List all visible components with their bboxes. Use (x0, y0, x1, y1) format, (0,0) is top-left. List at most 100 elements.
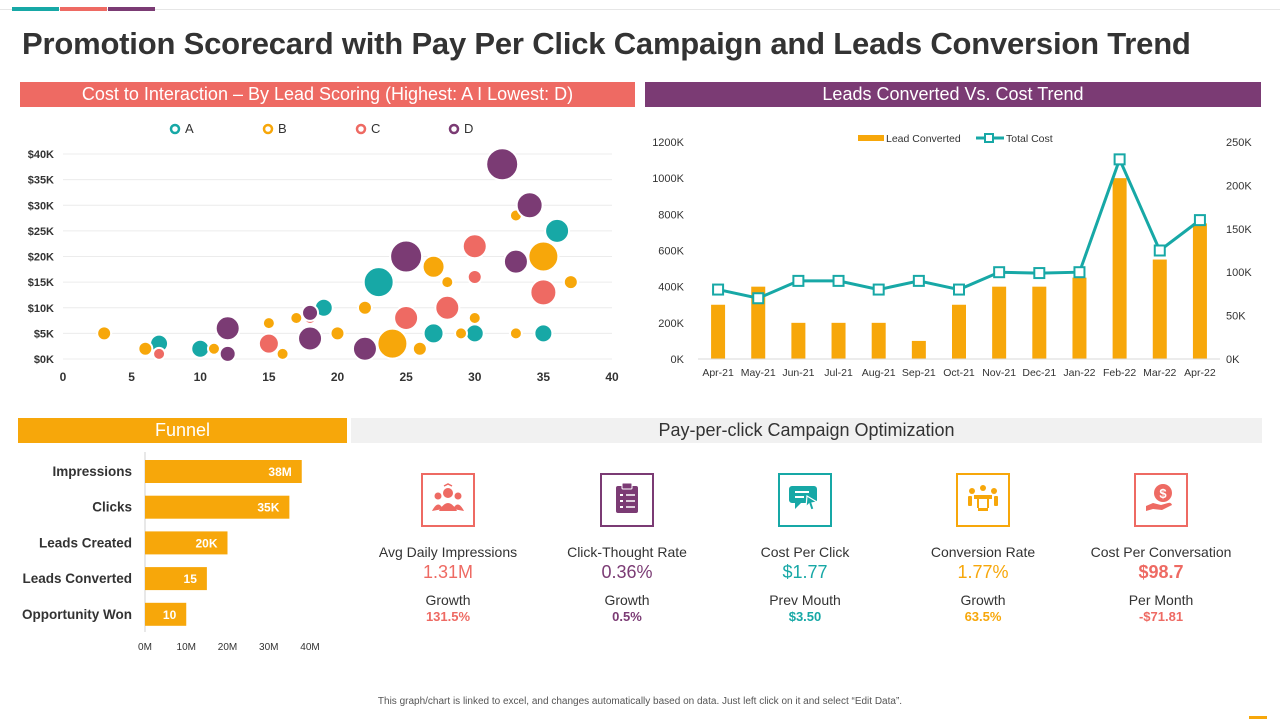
bubble-a (422, 322, 445, 345)
y-left-tick-label: 0K (671, 354, 685, 366)
bubble-a (362, 266, 395, 299)
money-hand-icon: $ (1144, 482, 1178, 519)
x-tick-label: 25 (399, 370, 413, 384)
y-right-tick-label: 100K (1226, 267, 1252, 279)
x-tick-label: Nov-21 (982, 367, 1016, 379)
y-tick-label: $20K (28, 252, 54, 264)
y-tick-label: $0K (34, 354, 54, 366)
y-left-tick-label: 1000K (652, 173, 684, 185)
y-left-tick-label: 800K (658, 209, 684, 221)
y-tick-label: $5K (34, 328, 54, 340)
bubble-b (275, 346, 290, 361)
bubble-b (467, 311, 482, 325)
funnel-bar (145, 567, 207, 591)
y-right-tick-label: 0K (1226, 354, 1240, 366)
scatter-header: Cost to Interaction – By Lead Scoring (H… (20, 82, 635, 107)
legend-label-b: B (278, 121, 287, 136)
legend-label-total-cost: Total Cost (1006, 133, 1053, 145)
lead-bar (751, 286, 766, 359)
x-tick-label: 40 (605, 370, 619, 384)
kpi-icon-box (956, 473, 1010, 527)
lead-bar (791, 322, 806, 359)
lead-bar (1032, 286, 1047, 359)
x-tick-label: Dec-21 (1022, 367, 1056, 379)
lead-bar (1072, 277, 1087, 359)
y-tick-label: $35K (28, 175, 54, 187)
x-tick-label: Jun-21 (782, 367, 814, 379)
x-tick-label: Mar-22 (1143, 367, 1176, 379)
y-left-tick-label: 400K (658, 282, 684, 294)
total-cost-marker (872, 283, 885, 296)
bubble-c (434, 294, 461, 321)
top-divider (0, 9, 1280, 10)
checklist-icon (613, 482, 641, 519)
total-cost-marker (1153, 244, 1166, 257)
total-cost-marker (1073, 266, 1086, 279)
bubble-d (389, 239, 424, 274)
kpi-name: Avg Daily Impressions (378, 544, 518, 560)
page-title: Promotion Scorecard with Pay Per Click C… (22, 26, 1191, 61)
bubble-b (562, 274, 579, 291)
x-tick-label: Oct-21 (943, 367, 975, 379)
kpi-name: Cost Per Click (760, 544, 850, 560)
funnel-bar (145, 602, 187, 626)
y-left-tick-label: 600K (658, 246, 684, 258)
funnel-category-label: Leads Converted (22, 571, 132, 586)
total-cost-marker (712, 283, 725, 296)
kpi-value: $98.7 (1138, 562, 1184, 582)
bubble-d (218, 344, 237, 363)
legend-label-a: A (185, 121, 194, 136)
funnel-bar (145, 460, 302, 483)
bubble-b (527, 240, 560, 273)
kpi-card: Click-Thought Rate 0.36% Growth 0.5% (539, 473, 715, 624)
total-cost-marker (953, 283, 965, 296)
bubble-d (351, 335, 378, 362)
bubble-a (190, 338, 211, 359)
x-tick-label: Feb-22 (1103, 367, 1136, 379)
total-cost-marker (1113, 153, 1126, 166)
legend-marker-a (169, 123, 181, 135)
kpi-sub-value: -$71.81 (1138, 609, 1184, 624)
funnel-x-tick-label: 20M (218, 642, 237, 653)
kpi-name: Click-Thought Rate (567, 544, 687, 560)
kpi-sub-value: 63.5% (964, 609, 1002, 624)
kpi-sub-value: 0.5% (612, 609, 642, 624)
funnel-category-label: Leads Created (39, 535, 132, 550)
audience-icon (431, 482, 465, 518)
accent-bar-coral (60, 7, 107, 11)
kpi-card: $ Cost Per Conversation $98.7 Per Month -$71… (1073, 473, 1249, 624)
funnel-category-label: Opportunity Won (22, 607, 132, 622)
corner-accent (1249, 716, 1267, 719)
y-tick-label: $25K (28, 226, 54, 238)
bubble-d (502, 248, 529, 275)
funnel-chart: Impressions 38M Clicks 35K Leads Created 20K L… (22, 452, 320, 653)
bubble-c (461, 233, 488, 260)
x-tick-label: 0 (60, 370, 67, 384)
lead-bar (1192, 223, 1207, 359)
legend-marker-c (355, 123, 367, 135)
x-tick-label: Jan-22 (1063, 367, 1095, 379)
bubble-b (508, 326, 523, 341)
funnel-header: Funnel (18, 418, 347, 443)
lead-bar (831, 322, 846, 359)
funnel-x-tick-label: 10M (177, 642, 196, 653)
bubble-a (464, 323, 485, 344)
x-tick-label: Apr-22 (1184, 367, 1216, 379)
x-tick-label: 35 (537, 370, 551, 384)
combo-chart: 0K 200K 400K 600K 800K 1000K 1200K 0K 50K 100K 150… (652, 133, 1252, 379)
bubble-b (289, 311, 304, 325)
bubble-b (440, 275, 455, 290)
kpi-icon-box: $ (1134, 473, 1188, 527)
legend-marker-lead-converted (858, 135, 884, 141)
kpi-value: $1.77 (782, 562, 828, 582)
kpi-sub-label: Growth (425, 592, 471, 608)
y-tick-label: $30K (28, 200, 54, 212)
lead-bar (871, 322, 886, 359)
y-tick-label: $15K (28, 277, 54, 289)
accent-bar-purple (108, 7, 155, 11)
x-tick-label: Sep-21 (902, 367, 936, 379)
funnel-data-label: 38M (268, 465, 291, 479)
bubble-b (329, 325, 346, 342)
funnel-x-tick-label: 30M (259, 642, 278, 653)
kpi-value: 0.36% (601, 562, 653, 582)
